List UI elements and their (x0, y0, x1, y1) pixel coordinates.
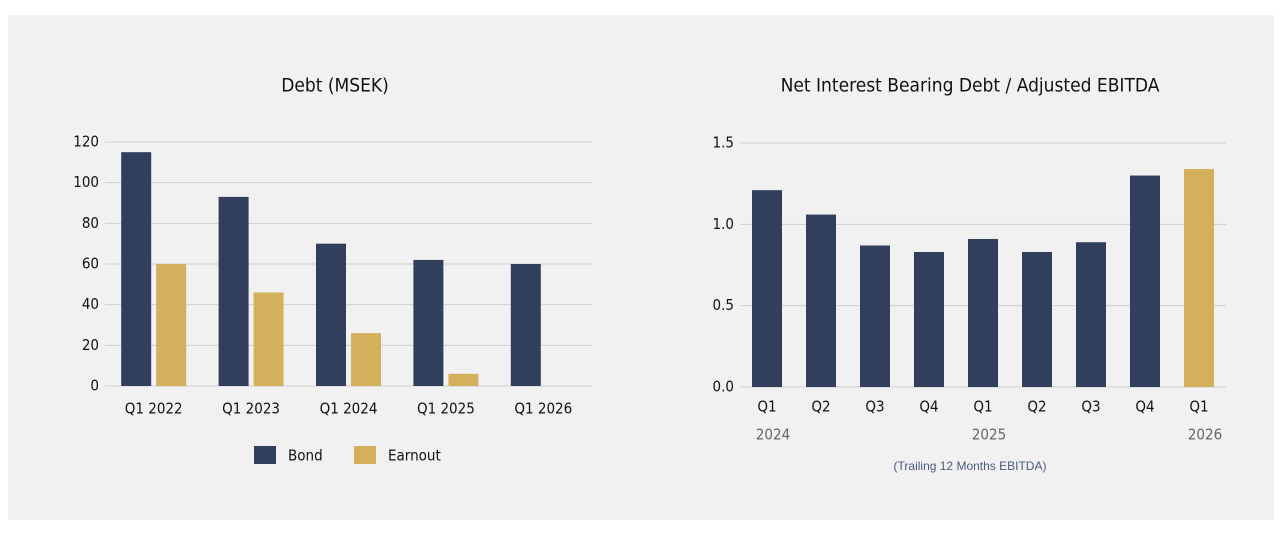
x-group-label: 2026 (1188, 426, 1222, 444)
chart-title: Debt (MSEK) (281, 75, 389, 97)
bar (253, 292, 284, 386)
y-tick-label: 1.0 (713, 215, 734, 233)
x-tick-label: Q4 (1135, 398, 1154, 416)
y-tick-label: 120 (73, 133, 99, 151)
x-tick-label: Q1 2025 (417, 400, 475, 418)
bar (914, 251, 944, 387)
bar (1022, 251, 1052, 387)
bar (1130, 175, 1160, 387)
y-tick-label: 20 (82, 336, 99, 354)
x-tick-label: Q3 (865, 398, 884, 416)
x-group-label: 2025 (972, 426, 1006, 444)
legend-label: Bond (288, 447, 323, 465)
legend-swatch (354, 446, 376, 464)
legend-swatch (254, 446, 276, 464)
x-group-label: 2024 (756, 426, 790, 444)
bar (218, 196, 249, 386)
y-tick-label: 60 (82, 255, 99, 273)
y-tick-label: 0.5 (713, 296, 734, 314)
bar (121, 152, 152, 386)
bar (510, 264, 541, 386)
bar (156, 264, 187, 386)
bar (806, 214, 836, 387)
x-tick-label: Q4 (919, 398, 938, 416)
note: (Trailing 12 Months EBITDA) (894, 459, 1047, 473)
x-tick-label: Q2 (1027, 398, 1046, 416)
x-tick-label: Q1 (757, 398, 776, 416)
bar (1076, 242, 1106, 387)
chart-title: Net Interest Bearing Debt / Adjusted EBI… (781, 75, 1160, 97)
x-tick-label: Q1 2024 (320, 400, 378, 418)
x-tick-label: Q1 (1189, 398, 1208, 416)
x-tick-label: Q2 (811, 398, 830, 416)
x-tick-label: Q1 2023 (222, 400, 280, 418)
bar (1184, 169, 1214, 387)
bar (860, 245, 890, 387)
bar (968, 238, 998, 387)
bar (413, 259, 444, 386)
x-tick-label: Q1 (973, 398, 992, 416)
bar (448, 373, 479, 386)
y-tick-label: 1.5 (713, 134, 734, 152)
y-tick-label: 0 (90, 377, 99, 395)
bar (316, 243, 346, 386)
bar (351, 333, 381, 386)
x-tick-label: Q1 2026 (514, 400, 572, 418)
y-tick-label: 40 (82, 295, 99, 313)
y-tick-label: 100 (73, 173, 99, 191)
x-tick-label: Q3 (1081, 398, 1100, 416)
x-tick-label: Q1 2022 (125, 400, 183, 418)
bar (752, 190, 782, 387)
y-tick-label: 0.0 (713, 378, 734, 396)
legend-label: Earnout (388, 447, 441, 465)
y-tick-label: 80 (82, 214, 99, 232)
